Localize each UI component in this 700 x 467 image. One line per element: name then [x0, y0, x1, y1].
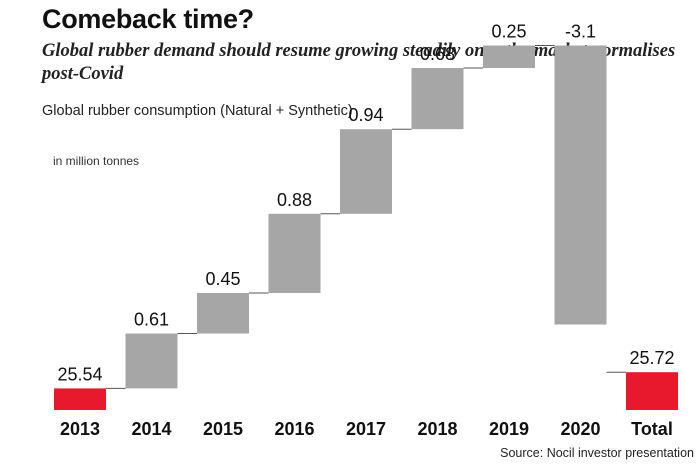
- value-label-2017: 0.94: [348, 105, 383, 125]
- bar-2018: [411, 68, 464, 130]
- category-label-2018: 2018: [417, 419, 457, 439]
- value-label-2014: 0.61: [134, 310, 169, 330]
- headline: Comeback time?: [42, 4, 254, 34]
- bar-2015: [197, 293, 249, 334]
- category-label-2019: 2019: [489, 419, 529, 439]
- category-label-2016: 2016: [274, 419, 314, 439]
- value-label-total: 25.72: [629, 348, 674, 368]
- value-label-2015: 0.45: [205, 269, 240, 289]
- category-label-2017: 2017: [346, 419, 386, 439]
- category-label-2015: 2015: [203, 419, 243, 439]
- source-note: Source: Nocil investor presentation: [500, 446, 694, 460]
- bar-2014: [125, 333, 178, 389]
- bar-2013: [54, 388, 106, 410]
- value-label-2013: 25.54: [57, 364, 102, 384]
- category-label-2013: 2013: [60, 419, 100, 439]
- chart-title: Global rubber consumption (Natural + Syn…: [42, 103, 353, 119]
- unit-label: in million tonnes: [53, 154, 140, 168]
- value-label-2018: 0.68: [420, 44, 455, 64]
- bar-2017: [340, 129, 392, 214]
- value-label-2016: 0.88: [277, 190, 312, 210]
- value-label-2019: 0.25: [491, 22, 526, 42]
- bar-total: [626, 372, 678, 410]
- category-label-total: Total: [631, 419, 673, 439]
- bar-2016: [268, 213, 321, 293]
- category-label-2014: 2014: [131, 419, 171, 439]
- value-label-2020: -3.1: [565, 22, 596, 42]
- category-label-2020: 2020: [560, 419, 600, 439]
- bar-2020: [554, 45, 607, 325]
- bar-2019: [483, 45, 535, 68]
